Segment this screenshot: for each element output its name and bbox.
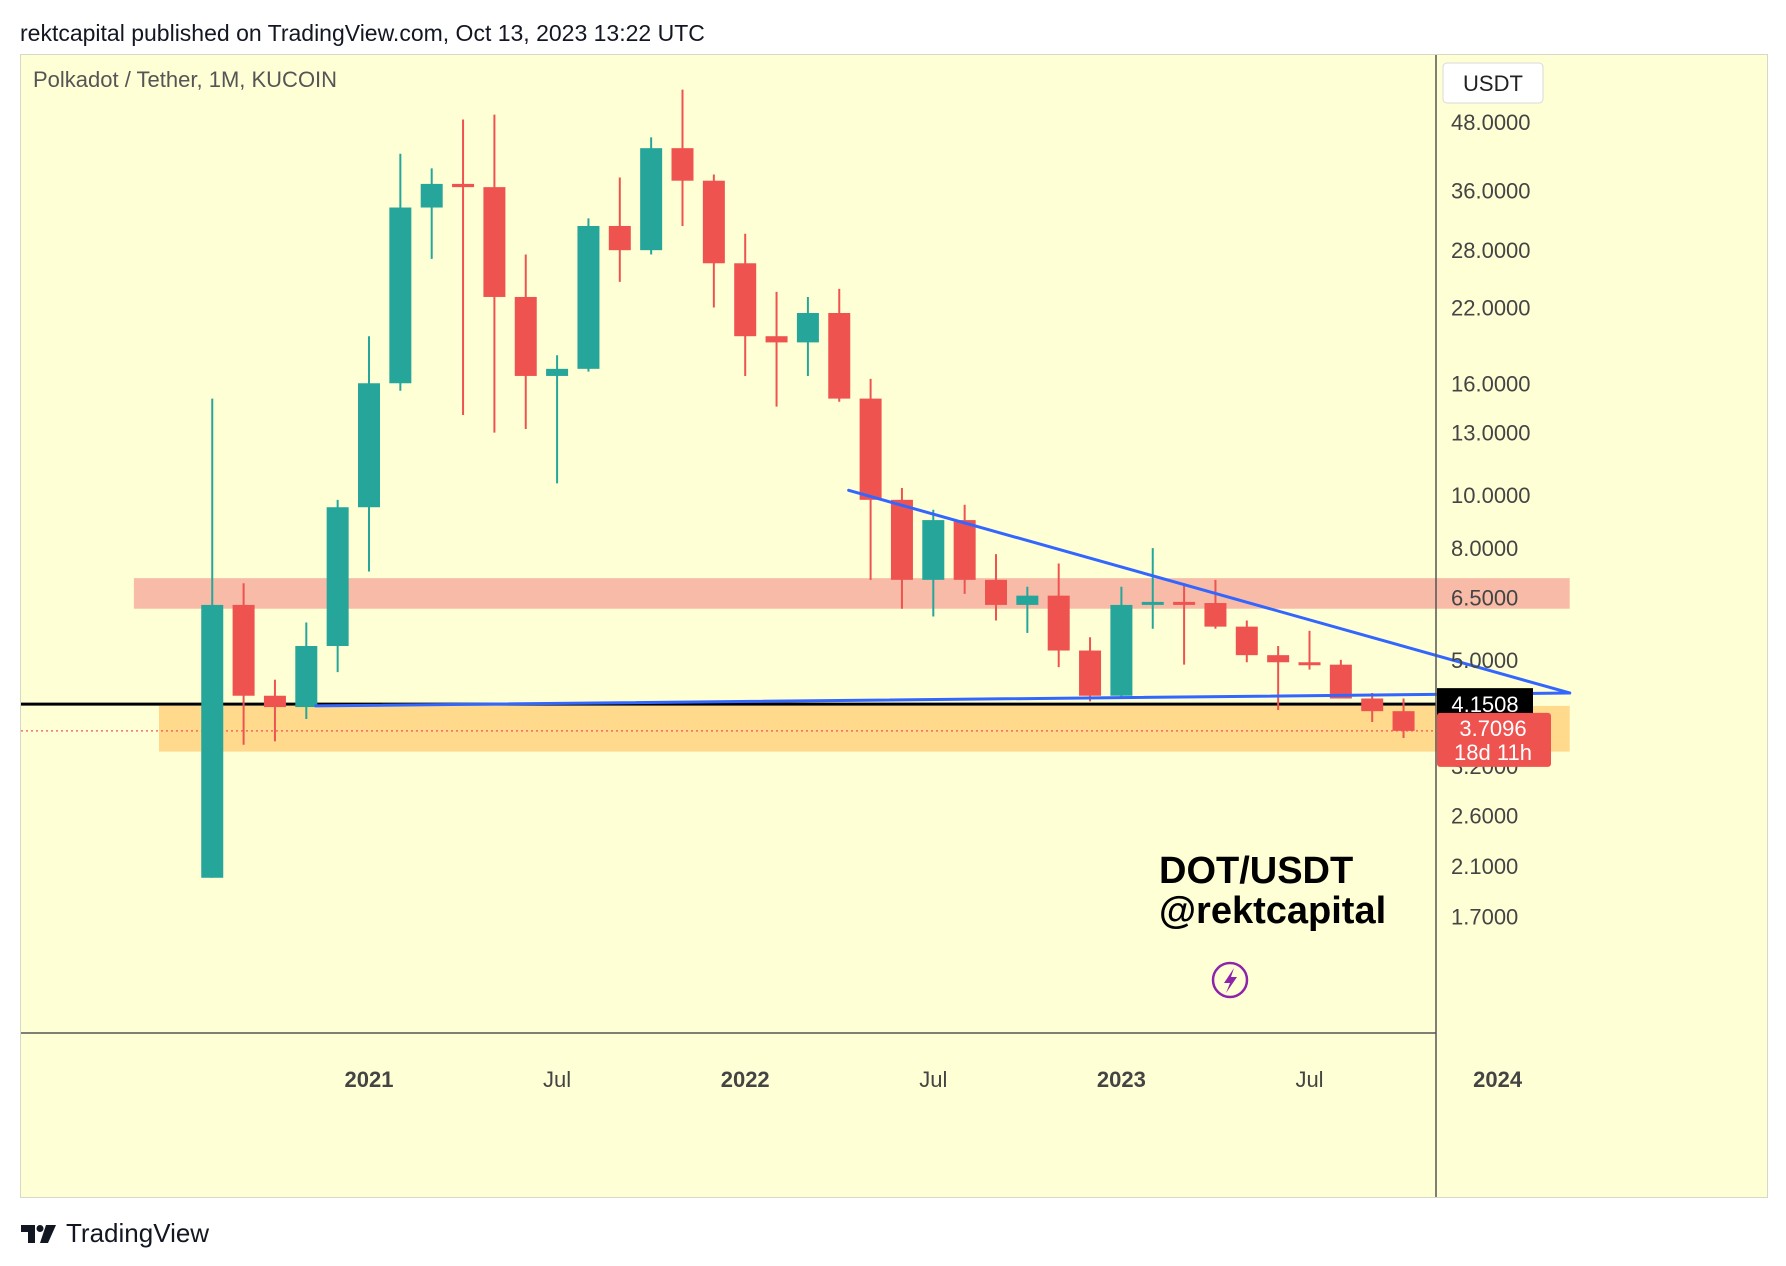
y-tick-label: 10.0000 (1451, 483, 1531, 508)
x-tick-label: Jul (919, 1067, 947, 1092)
candlestick-chart[interactable]: Polkadot / Tether, 1M, KUCOIN DOT/USDT@re… (21, 55, 1767, 1197)
candle-body[interactable] (953, 520, 976, 580)
watermark-handle: @rektcapital (1159, 890, 1386, 932)
support-trendline[interactable] (314, 691, 1572, 708)
candle-body[interactable] (1298, 662, 1321, 666)
y-tick-label: 28.0000 (1451, 238, 1531, 263)
support-zone (158, 705, 1570, 752)
candle-body[interactable] (608, 225, 631, 251)
candle-body[interactable] (1204, 603, 1227, 627)
tradingview-logo-icon (21, 1224, 56, 1243)
y-tick-label: 2.6000 (1451, 803, 1518, 828)
x-tick-label: 2022 (721, 1067, 770, 1092)
x-tick-label: 2021 (345, 1067, 394, 1092)
candle-body[interactable] (1267, 655, 1290, 663)
candle-body[interactable] (452, 183, 475, 188)
candle-body[interactable] (1016, 595, 1039, 605)
candle-body[interactable] (1047, 595, 1070, 651)
candle-body[interactable] (1361, 698, 1384, 712)
candle-body[interactable] (1235, 626, 1258, 656)
y-tick-label: 1.7000 (1451, 904, 1518, 929)
y-tick-label: 36.0000 (1451, 178, 1531, 203)
attribution-header: rektcapital published on TradingView.com… (20, 20, 705, 46)
candle-body[interactable] (295, 646, 318, 708)
candle-body[interactable] (1392, 711, 1415, 731)
candle-body[interactable] (1141, 601, 1164, 605)
chart-frame[interactable]: Polkadot / Tether, 1M, KUCOIN DOT/USDT @re… (20, 54, 1768, 1198)
candle-body[interactable] (796, 312, 819, 343)
chart-title: Polkadot / Tether, 1M, KUCOIN (33, 67, 337, 92)
candle-body[interactable] (201, 604, 224, 878)
candle-body[interactable] (577, 225, 600, 369)
candle-body[interactable] (483, 187, 506, 297)
candle-body[interactable] (263, 695, 286, 708)
y-tick-label: 2.1000 (1451, 854, 1518, 879)
current-price-badge (1437, 712, 1551, 767)
candle-body[interactable] (734, 263, 757, 337)
y-tick-label: 16.0000 (1451, 371, 1531, 396)
candle-body[interactable] (765, 336, 788, 343)
candle-body[interactable] (922, 520, 945, 580)
currency-button[interactable] (1442, 62, 1544, 104)
y-tick-label: 13.0000 (1451, 421, 1531, 446)
y-tick-label: 22.0000 (1451, 296, 1531, 321)
candle-body[interactable] (358, 383, 380, 508)
currency-label[interactable]: USDT (1463, 71, 1523, 96)
candle-body[interactable] (985, 579, 1007, 605)
candle-body[interactable] (232, 604, 255, 696)
candle-body[interactable] (828, 312, 851, 399)
candle-body[interactable] (514, 296, 537, 376)
candle-countdown-label: 18d 11h (1454, 740, 1532, 765)
lightning-icon[interactable] (1211, 961, 1249, 999)
y-tick-label: 48.0000 (1451, 110, 1531, 135)
candle-body[interactable] (890, 499, 913, 580)
x-tick-label: 2024 (1473, 1067, 1523, 1092)
x-tick-label: Jul (543, 1067, 571, 1092)
x-tick-label: Jul (1295, 1067, 1323, 1092)
candle-body[interactable] (702, 180, 725, 264)
footer-brand: TradingView (66, 1218, 210, 1248)
candle-body[interactable] (1079, 650, 1102, 696)
watermark-pair: DOT/USDT (1159, 850, 1353, 892)
x-tick-label: 2023 (1097, 1067, 1146, 1092)
candle-body[interactable] (420, 183, 443, 208)
candle-body[interactable] (326, 507, 349, 647)
footer: TradingView (20, 1218, 209, 1249)
descending-trendline[interactable] (847, 488, 1572, 695)
y-tick-label: 5.0000 (1451, 648, 1518, 673)
candle-body[interactable] (546, 368, 569, 376)
candle-body[interactable] (1329, 664, 1352, 699)
lightning-bolt-icon (1224, 968, 1237, 993)
current-price-label: 3.7096 (1459, 716, 1526, 741)
candle-body[interactable] (1173, 601, 1196, 605)
candle-body[interactable] (640, 148, 663, 251)
candle-body[interactable] (1110, 604, 1133, 696)
candle-body[interactable] (389, 207, 412, 384)
y-tick-label: 8.0000 (1451, 536, 1518, 561)
y-tick-label: 6.5000 (1451, 585, 1518, 610)
candle-body[interactable] (671, 148, 694, 181)
resistance-zone (133, 578, 1570, 609)
candle-body[interactable] (859, 398, 882, 500)
